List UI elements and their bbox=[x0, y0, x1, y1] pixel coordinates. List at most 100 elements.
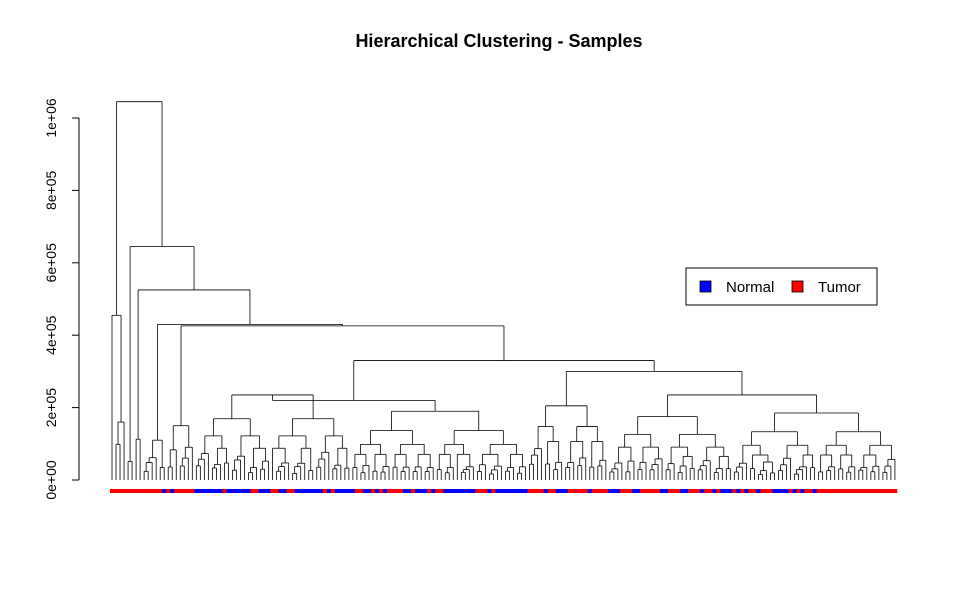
leaf-group-color bbox=[455, 489, 460, 493]
leaf-group-color bbox=[374, 489, 380, 493]
leaf-group-color bbox=[531, 489, 536, 493]
group-color-bar bbox=[109, 489, 898, 493]
leaf-group-color bbox=[732, 489, 737, 493]
leaf-group-color bbox=[154, 489, 159, 493]
leaf-group-color bbox=[724, 489, 729, 493]
leaf-group-color bbox=[852, 489, 858, 493]
leaf-group-color bbox=[876, 489, 882, 493]
leaf-group-color bbox=[274, 489, 279, 493]
leaf-group-color bbox=[358, 489, 364, 493]
dendrogram-tree bbox=[111, 101, 896, 480]
leaf-group-color bbox=[399, 489, 404, 493]
leaf-group-color bbox=[595, 489, 601, 493]
leaf-group-color bbox=[362, 489, 368, 493]
leaf-group-color bbox=[511, 489, 516, 493]
leaf-group-color bbox=[820, 489, 825, 493]
leaf-group-color bbox=[864, 489, 870, 493]
leaf-group-color bbox=[158, 489, 163, 493]
leaf-group-color bbox=[535, 489, 540, 493]
leaf-group-color bbox=[415, 489, 420, 493]
leaf-group-color bbox=[672, 489, 677, 493]
leaf-group-color bbox=[134, 489, 139, 493]
leaf-group-color bbox=[844, 489, 850, 493]
leaf-group-color bbox=[680, 489, 685, 493]
leaf-group-color bbox=[760, 489, 765, 493]
leaf-group-color bbox=[519, 489, 524, 493]
y-tick-label: 1e+06 bbox=[43, 98, 59, 138]
leaf-group-color bbox=[792, 489, 797, 493]
leaf-group-color bbox=[142, 489, 147, 493]
leaf-group-color bbox=[567, 489, 573, 493]
leaf-group-color bbox=[286, 489, 291, 493]
leaf-group-color bbox=[543, 489, 548, 493]
chart-title: Hierarchical Clustering - Samples bbox=[355, 31, 642, 51]
leaf-group-color bbox=[692, 489, 697, 493]
leaf-group-color bbox=[138, 489, 143, 493]
leaf-group-color bbox=[322, 489, 328, 493]
leaf-group-color bbox=[836, 489, 842, 493]
leaf-group-color bbox=[884, 489, 890, 493]
leaf-group-color bbox=[226, 489, 231, 493]
leaf-group-color bbox=[182, 489, 187, 493]
leaf-group-color bbox=[475, 489, 480, 493]
leaf-group-color bbox=[114, 489, 119, 493]
leaf-group-color bbox=[471, 489, 476, 493]
leaf-group-color bbox=[290, 489, 295, 493]
leaf-group-color bbox=[166, 489, 171, 493]
leaf-group-color bbox=[772, 489, 777, 493]
leaf-group-color bbox=[126, 489, 131, 493]
leaf-group-color bbox=[728, 489, 733, 493]
leaf-group-color bbox=[350, 489, 356, 493]
leaf-group-color bbox=[736, 489, 741, 493]
leaf-group-color bbox=[318, 489, 324, 493]
leaf-group-color bbox=[258, 489, 263, 493]
leaf-group-color bbox=[210, 489, 215, 493]
leaf-group-color bbox=[631, 489, 637, 493]
leaf-group-color bbox=[206, 489, 211, 493]
legend-swatch-normal bbox=[699, 280, 712, 293]
leaf-group-color bbox=[648, 489, 653, 493]
leaf-group-color bbox=[872, 489, 878, 493]
leaf-group-color bbox=[338, 489, 344, 493]
leaf-group-color bbox=[246, 489, 251, 493]
y-tick-label: 8e+05 bbox=[43, 171, 59, 211]
leaf-group-color bbox=[868, 489, 874, 493]
leaf-group-color bbox=[459, 489, 464, 493]
y-tick-label: 4e+05 bbox=[43, 315, 59, 355]
leaf-group-color bbox=[832, 489, 838, 493]
leaf-group-color bbox=[198, 489, 203, 493]
leaf-group-color bbox=[639, 489, 645, 493]
leaf-group-color bbox=[407, 489, 412, 493]
leaf-group-color bbox=[704, 489, 709, 493]
leaf-group-color bbox=[370, 489, 376, 493]
y-axis: 0e+00 2e+05 4e+05 6e+05 8e+05 1e+06 bbox=[43, 98, 80, 500]
leaf-group-color bbox=[310, 489, 316, 493]
leaf-group-color bbox=[748, 489, 753, 493]
leaf-group-color bbox=[435, 489, 440, 493]
leaf-group-color bbox=[383, 489, 388, 493]
leaf-group-color bbox=[880, 489, 886, 493]
leaf-group-color bbox=[419, 489, 424, 493]
leaf-group-color bbox=[788, 489, 793, 493]
leaf-group-color bbox=[559, 489, 564, 493]
leaf-group-color bbox=[623, 489, 629, 493]
leaf-group-color bbox=[752, 489, 757, 493]
leaf-group-color bbox=[467, 489, 472, 493]
leaf-group-color bbox=[768, 489, 773, 493]
leaf-group-color bbox=[523, 489, 528, 493]
leaf-group-color bbox=[812, 489, 817, 493]
leaf-group-color bbox=[780, 489, 785, 493]
leaf-group-color bbox=[342, 489, 348, 493]
leaf-group-color bbox=[856, 489, 862, 493]
leaf-group-color bbox=[294, 489, 299, 493]
leaf-group-color bbox=[282, 489, 287, 493]
leaf-group-color bbox=[583, 489, 589, 493]
leaf-group-color bbox=[330, 489, 336, 493]
leaf-group-color bbox=[575, 489, 581, 493]
leaf-group-color bbox=[366, 489, 372, 493]
leaf-group-color bbox=[266, 489, 271, 493]
leaf-group-color bbox=[700, 489, 705, 493]
leaf-group-color bbox=[688, 489, 693, 493]
leaf-group-color bbox=[848, 489, 854, 493]
legend-box bbox=[685, 267, 878, 306]
